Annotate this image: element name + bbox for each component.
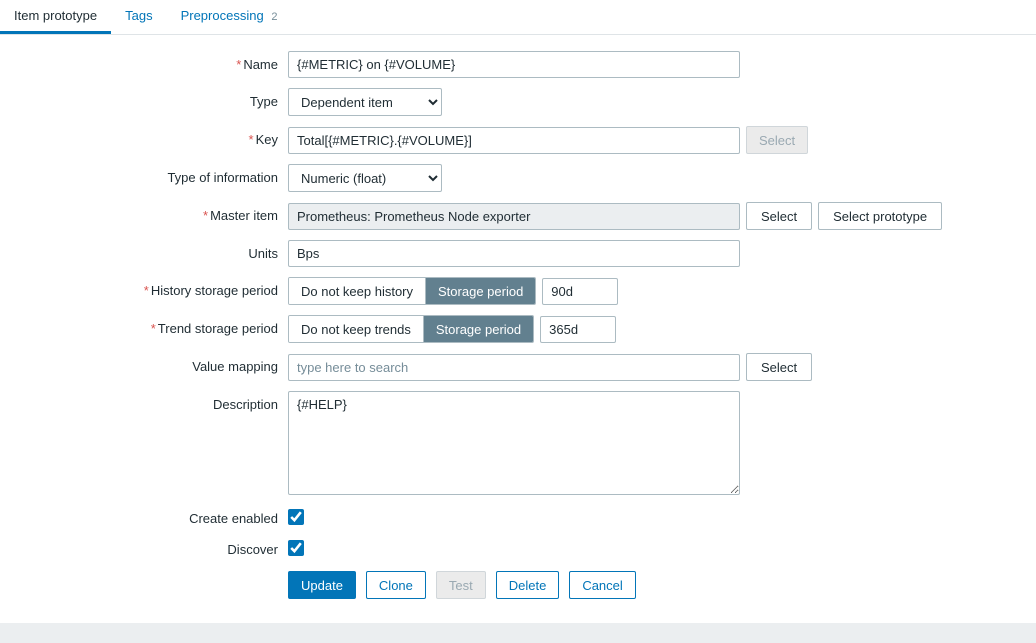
discover-checkbox[interactable] bbox=[288, 540, 304, 556]
trend-storage-period[interactable]: Storage period bbox=[423, 316, 533, 342]
tab-preprocessing[interactable]: Preprocessing 2 bbox=[167, 0, 292, 34]
history-do-not-keep[interactable]: Do not keep history bbox=[289, 278, 425, 304]
value-mapping-select-button[interactable]: Select bbox=[746, 353, 812, 381]
key-input[interactable] bbox=[288, 127, 740, 154]
type-of-information-select[interactable]: Numeric (float) bbox=[288, 164, 442, 192]
trend-value-input[interactable] bbox=[540, 316, 616, 343]
clone-button[interactable]: Clone bbox=[366, 571, 426, 599]
required-marker: * bbox=[249, 132, 254, 147]
description-textarea[interactable] bbox=[288, 391, 740, 495]
footer-bar bbox=[0, 623, 1036, 643]
required-marker: * bbox=[151, 321, 156, 336]
units-input[interactable] bbox=[288, 240, 740, 267]
label-master-item: *Master item bbox=[0, 202, 288, 223]
name-input[interactable] bbox=[288, 51, 740, 78]
value-mapping-input[interactable] bbox=[288, 354, 740, 381]
required-marker: * bbox=[236, 57, 241, 72]
history-value-input[interactable] bbox=[542, 278, 618, 305]
label-type-of-information: Type of information bbox=[0, 164, 288, 185]
label-type: Type bbox=[0, 88, 288, 109]
master-item-select-button[interactable]: Select bbox=[746, 202, 812, 230]
required-marker: * bbox=[203, 208, 208, 223]
label-discover: Discover bbox=[0, 536, 288, 557]
master-item-input bbox=[288, 203, 740, 230]
label-trend-storage: *Trend storage period bbox=[0, 315, 288, 336]
cancel-button[interactable]: Cancel bbox=[569, 571, 635, 599]
label-value-mapping: Value mapping bbox=[0, 353, 288, 374]
label-create-enabled: Create enabled bbox=[0, 505, 288, 526]
required-marker: * bbox=[144, 283, 149, 298]
delete-button[interactable]: Delete bbox=[496, 571, 560, 599]
tab-preprocessing-label: Preprocessing bbox=[181, 8, 264, 23]
test-button: Test bbox=[436, 571, 486, 599]
key-select-button: Select bbox=[746, 126, 808, 154]
label-description: Description bbox=[0, 391, 288, 412]
label-name: *Name bbox=[0, 51, 288, 72]
label-units: Units bbox=[0, 240, 288, 261]
label-key: *Key bbox=[0, 126, 288, 147]
update-button[interactable]: Update bbox=[288, 571, 356, 599]
trend-do-not-keep[interactable]: Do not keep trends bbox=[289, 316, 423, 342]
type-select[interactable]: Dependent item bbox=[288, 88, 442, 116]
tab-preprocessing-count: 2 bbox=[271, 11, 277, 23]
master-item-select-prototype-button[interactable]: Select prototype bbox=[818, 202, 942, 230]
history-storage-period[interactable]: Storage period bbox=[425, 278, 535, 304]
label-history-storage: *History storage period bbox=[0, 277, 288, 298]
tabs-bar: Item prototype Tags Preprocessing 2 bbox=[0, 0, 1036, 35]
history-segment-group: Do not keep history Storage period bbox=[288, 277, 536, 305]
trend-segment-group: Do not keep trends Storage period bbox=[288, 315, 534, 343]
create-enabled-checkbox[interactable] bbox=[288, 509, 304, 525]
tab-tags[interactable]: Tags bbox=[111, 0, 166, 34]
tab-item-prototype[interactable]: Item prototype bbox=[0, 0, 111, 34]
